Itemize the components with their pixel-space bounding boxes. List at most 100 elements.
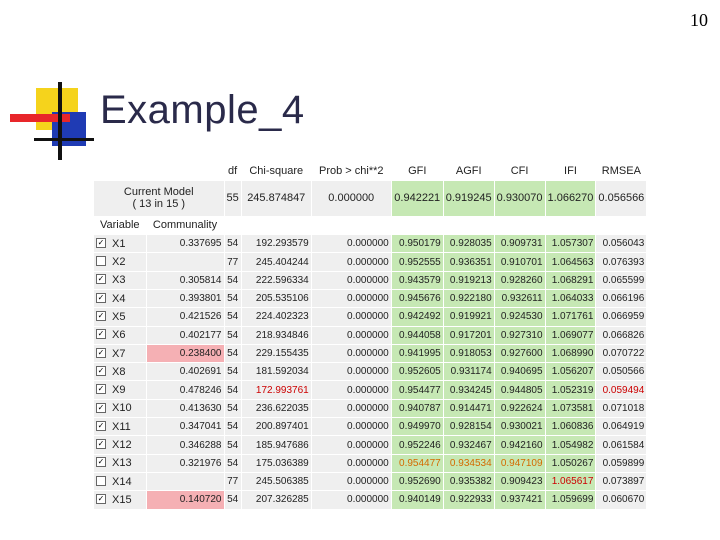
table-row: X100.41363054236.6220350.0000000.9407870…: [94, 399, 648, 419]
cell-chisq: 224.402323: [241, 307, 312, 327]
cell-communality: [146, 472, 225, 492]
cell-ifi: 1.065617: [545, 472, 597, 492]
slide-number: 10: [690, 10, 708, 30]
header-cfi: CFI: [494, 162, 546, 181]
header-blank: [443, 216, 495, 236]
variable-cell[interactable]: X15: [94, 490, 147, 510]
table-row: X130.32197654175.0363890.0000000.9544770…: [94, 454, 648, 473]
current-agfi: 0.919245: [443, 180, 495, 217]
cell-prob: 0.000000: [311, 326, 392, 345]
cell-cfi: 0.927310: [494, 326, 546, 345]
checkbox-x11[interactable]: [96, 420, 106, 431]
table-row: X70.23840054229.1554350.0000000.9419950.…: [94, 344, 648, 364]
variable-cell[interactable]: X3: [94, 271, 147, 290]
variable-cell[interactable]: X4: [94, 289, 147, 309]
cell-cfi: 0.930021: [494, 417, 546, 437]
current-df: 55: [224, 180, 242, 217]
checkbox-x7[interactable]: [96, 347, 106, 358]
cell-rmsea: 0.073897: [595, 472, 648, 492]
table-row: X2 77 245.404244 0.000000 0.952555 0.936351 0.…: [94, 252, 648, 272]
variable-cell[interactable]: X7: [94, 344, 147, 364]
cell-chisq: 229.155435: [241, 344, 312, 364]
table-row: X50.42152654224.4023230.0000000.9424920.…: [94, 307, 648, 327]
table-row: X14 77 245.506385 0.000000 0.952690 0.935382 0…: [94, 472, 648, 492]
cell-prob: 0.000000: [311, 399, 392, 419]
checkbox-x12[interactable]: [96, 439, 106, 450]
table-row: X40.39380154205.5351060.0000000.9456760.…: [94, 289, 648, 309]
current-chi-square: 245.874847: [241, 180, 312, 217]
checkbox-x14[interactable]: [96, 475, 106, 486]
cell-cfi: 0.940695: [494, 362, 546, 382]
cell-df: 54: [224, 271, 242, 290]
current-model-line1: Current Model: [123, 186, 194, 199]
header-ifi: IFI: [545, 162, 597, 181]
variable-cell[interactable]: X5: [94, 307, 147, 327]
cell-ifi: 1.071761: [545, 307, 597, 327]
cell-agfi: 0.934534: [443, 454, 495, 473]
cell-cfi: 0.922624: [494, 399, 546, 419]
variable-cell[interactable]: X8: [94, 362, 147, 382]
table-row: X30.30581454222.5963340.0000000.9435790.…: [94, 271, 648, 290]
variable-cell[interactable]: X11: [94, 417, 147, 437]
cell-df: 54: [224, 380, 242, 400]
variable-cell[interactable]: X1: [94, 234, 147, 254]
cell-rmsea: 0.070722: [595, 344, 648, 364]
current-gfi: 0.942221: [391, 180, 444, 217]
checkbox-x6[interactable]: [96, 329, 106, 340]
cell-rmsea: 0.076393: [595, 252, 648, 272]
checkbox-x1[interactable]: [96, 237, 106, 248]
cell-gfi: 0.945676: [391, 289, 444, 309]
cell-gfi: 0.954477: [391, 380, 444, 400]
variable-cell[interactable]: X2: [94, 252, 147, 272]
checkbox-x5[interactable]: [96, 311, 106, 322]
table-row: X80.40269154181.5920340.0000000.9526050.…: [94, 362, 648, 382]
checkbox-x15[interactable]: [96, 493, 106, 504]
cell-prob: 0.000000: [311, 417, 392, 437]
checkbox-x3[interactable]: [96, 274, 106, 285]
cell-communality: 0.478246: [146, 380, 225, 400]
cell-cfi: 0.947109: [494, 454, 546, 473]
variable-label: X1: [112, 237, 126, 250]
cell-ifi: 1.060836: [545, 417, 597, 437]
cell-rmsea: 0.061584: [595, 435, 648, 455]
cell-chisq: 181.592034: [241, 362, 312, 382]
cell-rmsea: 0.066959: [595, 307, 648, 327]
variable-cell[interactable]: X9: [94, 380, 147, 400]
cell-df: 54: [224, 234, 242, 254]
header-blank: [241, 216, 312, 236]
cell-gfi: 0.940149: [391, 490, 444, 510]
cell-agfi: 0.919921: [443, 307, 495, 327]
cell-gfi: 0.941995: [391, 344, 444, 364]
cell-agfi: 0.918053: [443, 344, 495, 364]
cell-prob: 0.000000: [311, 344, 392, 364]
variable-cell[interactable]: X10: [94, 399, 147, 419]
checkbox-x9[interactable]: [96, 384, 106, 395]
page-title: Example_4: [100, 88, 305, 132]
cell-gfi: 0.952605: [391, 362, 444, 382]
cell-df: 54: [224, 435, 242, 455]
checkbox-x13[interactable]: [96, 457, 106, 468]
cell-ifi: 1.050267: [545, 454, 597, 473]
checkbox-x10[interactable]: [96, 402, 106, 413]
cell-cfi: 0.932611: [494, 289, 546, 309]
cell-gfi: 0.952555: [391, 252, 444, 272]
cell-agfi: 0.935382: [443, 472, 495, 492]
communality-header: Communality: [146, 216, 225, 236]
cell-chisq: 245.506385: [241, 472, 312, 492]
checkbox-x8[interactable]: [96, 365, 106, 376]
cell-cfi: 0.909423: [494, 472, 546, 492]
cell-chisq: 218.934846: [241, 326, 312, 345]
table-row: X90.47824654172.9937610.0000000.9544770.…: [94, 380, 648, 400]
variable-cell[interactable]: X14: [94, 472, 147, 492]
cell-chisq: 207.326285: [241, 490, 312, 510]
variable-label: X14: [112, 475, 132, 488]
cell-prob: 0.000000: [311, 307, 392, 327]
variable-cell[interactable]: X12: [94, 435, 147, 455]
variable-cell[interactable]: X6: [94, 326, 147, 345]
header-blank: [494, 216, 546, 236]
cell-communality: 0.413630: [146, 399, 225, 419]
checkbox-x2[interactable]: [96, 256, 106, 267]
variable-label: X13: [112, 457, 132, 470]
checkbox-x4[interactable]: [96, 292, 106, 303]
variable-cell[interactable]: X13: [94, 454, 147, 473]
